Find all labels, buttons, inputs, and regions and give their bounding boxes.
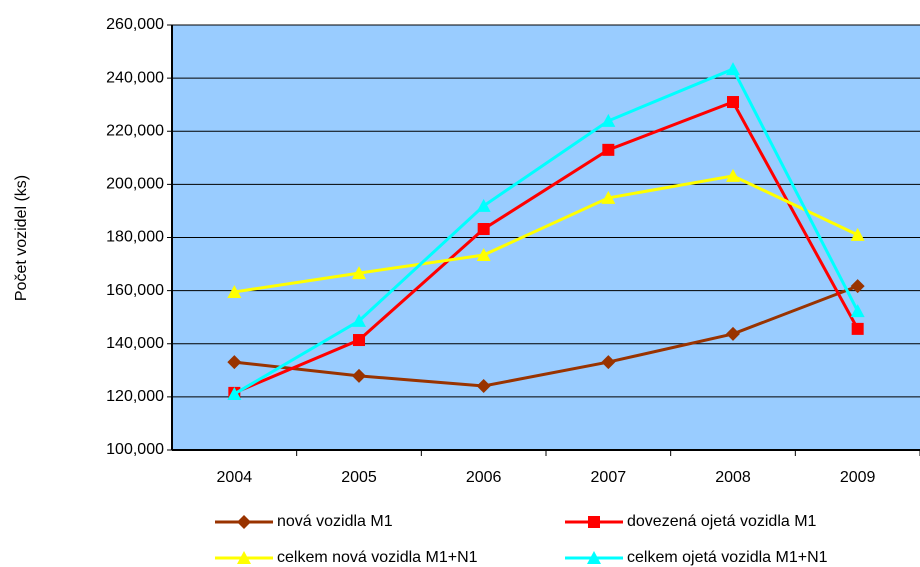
data-point <box>353 334 365 347</box>
data-point <box>727 96 739 109</box>
data-point <box>602 143 615 156</box>
x-tick-label: 2009 <box>840 469 876 486</box>
series-line <box>233 67 860 396</box>
y-tick-label: 180,000 <box>106 229 164 246</box>
x-tick-label: 2008 <box>715 469 751 486</box>
data-point <box>227 284 242 298</box>
data-point <box>726 168 740 182</box>
x-tick-label: 2005 <box>341 469 377 486</box>
data-point <box>352 313 366 327</box>
x-tick-label: 2006 <box>466 469 502 486</box>
legend-label: celkem nová vozidla M1+N1 <box>277 549 478 566</box>
data-point <box>726 326 740 341</box>
y-axis-label: Počet vozidel (ks) <box>13 175 30 301</box>
legend-label: dovezená ojetá vozidla M1 <box>627 513 817 530</box>
data-point <box>476 378 491 393</box>
legend-marker <box>587 551 601 564</box>
data-point <box>227 386 242 400</box>
y-tick-label: 100,000 <box>106 441 164 458</box>
y-tick-label: 260,000 <box>106 16 164 33</box>
data-point <box>850 227 865 241</box>
data-point <box>601 190 616 204</box>
data-point <box>352 266 366 280</box>
y-tick-label: 160,000 <box>106 282 164 299</box>
data-point <box>476 248 491 262</box>
data-point <box>851 322 864 335</box>
data-point <box>227 355 242 370</box>
data-point <box>477 223 490 235</box>
y-tick-label: 140,000 <box>106 335 164 352</box>
x-tick-label: 2007 <box>591 469 627 486</box>
data-point <box>726 62 740 76</box>
x-tick-label: 2004 <box>217 469 253 486</box>
legend-marker <box>588 516 600 528</box>
y-tick-label: 200,000 <box>106 176 164 193</box>
y-tick-label: 120,000 <box>106 388 164 405</box>
data-point <box>476 198 491 212</box>
series-line <box>234 284 859 388</box>
y-tick-label: 240,000 <box>106 69 164 86</box>
y-tick-label: 220,000 <box>106 122 164 139</box>
data-point <box>352 368 366 383</box>
data-point <box>850 304 865 318</box>
series-line <box>234 174 859 294</box>
legend-marker <box>237 515 251 529</box>
data-point <box>601 355 616 370</box>
legend-label: celkem ojetá vozidla M1+N1 <box>627 549 828 566</box>
data-point <box>601 113 616 127</box>
series-line <box>233 100 859 395</box>
legend-marker <box>237 551 251 564</box>
legend-label: nová vozidla M1 <box>277 513 393 530</box>
data-point <box>850 279 865 294</box>
